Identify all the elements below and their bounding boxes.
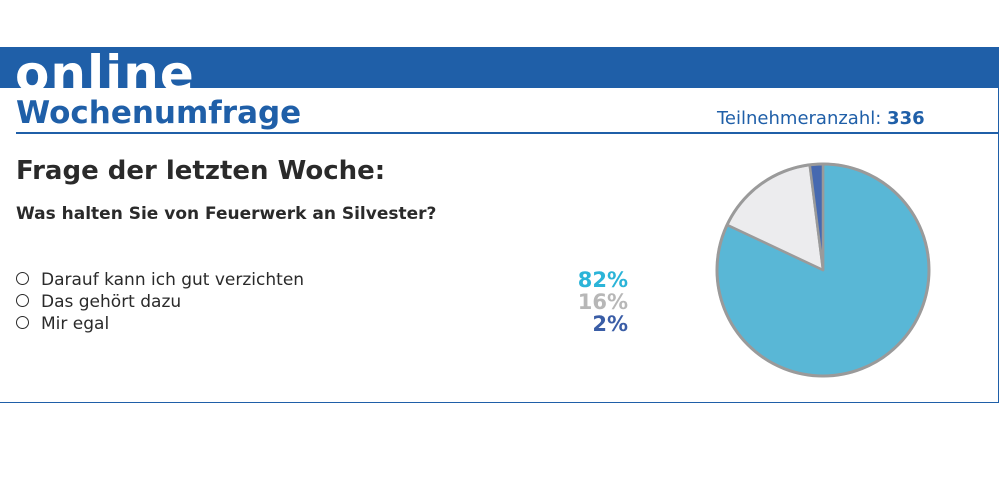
answer-option[interactable]: Das gehört dazu 16% — [16, 291, 628, 313]
title-divider — [16, 132, 999, 134]
poll-panel: online Wochenumfrage Teilnehmeranzahl: 3… — [0, 47, 999, 403]
answer-percent: 16% — [577, 290, 628, 314]
banner-word: online — [15, 48, 195, 88]
radio-icon[interactable] — [16, 316, 29, 329]
question-heading: Frage der letzten Woche: — [16, 156, 386, 186]
online-banner: online — [0, 48, 999, 88]
answer-option[interactable]: Darauf kann ich gut verzichten 82% — [16, 269, 628, 291]
pie-chart — [715, 162, 931, 378]
answer-label: Das gehört dazu — [41, 292, 182, 312]
pie-outline — [715, 162, 931, 378]
answer-label: Darauf kann ich gut verzichten — [41, 270, 305, 290]
answer-percent: 82% — [577, 268, 628, 292]
answer-percent: 2% — [592, 312, 628, 336]
answer-list: Darauf kann ich gut verzichten 82% Das g… — [16, 269, 628, 335]
page-title: Wochenumfrage — [16, 95, 302, 131]
participant-count-label: Teilnehmeranzahl: — [717, 108, 882, 129]
answer-option[interactable]: Mir egal 2% — [16, 313, 628, 335]
participant-count: Teilnehmeranzahl: 336 — [717, 107, 925, 131]
question-text: Was halten Sie von Feuerwerk an Silveste… — [16, 204, 437, 224]
radio-icon[interactable] — [16, 294, 29, 307]
answer-label: Mir egal — [41, 314, 110, 334]
radio-icon[interactable] — [16, 272, 29, 285]
participant-count-value: 336 — [887, 108, 925, 129]
